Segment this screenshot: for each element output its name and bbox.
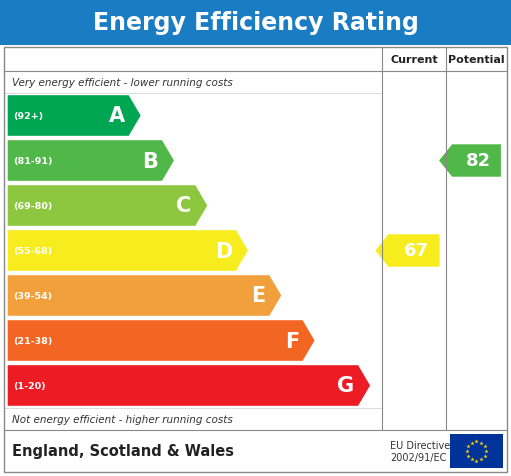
- Polygon shape: [7, 230, 249, 272]
- Text: (1-20): (1-20): [13, 381, 45, 390]
- Text: C: C: [176, 196, 192, 216]
- Polygon shape: [439, 145, 501, 178]
- Text: 82: 82: [466, 152, 491, 170]
- Text: Energy Efficiency Rating: Energy Efficiency Rating: [92, 11, 419, 35]
- Polygon shape: [7, 95, 142, 137]
- Text: (69-80): (69-80): [13, 201, 52, 210]
- Text: (39-54): (39-54): [13, 291, 52, 300]
- Bar: [0, 0, 511, 46]
- Bar: [4, 48, 507, 472]
- Text: Current: Current: [390, 55, 438, 65]
- Text: (21-38): (21-38): [13, 336, 52, 345]
- Text: D: D: [215, 241, 233, 261]
- Polygon shape: [7, 320, 315, 362]
- Text: F: F: [285, 331, 299, 351]
- Polygon shape: [7, 140, 175, 182]
- Polygon shape: [7, 365, 371, 407]
- Text: Very energy efficient - lower running costs: Very energy efficient - lower running co…: [12, 78, 233, 88]
- Text: Potential: Potential: [448, 55, 505, 65]
- Text: A: A: [109, 106, 125, 126]
- Text: (92+): (92+): [13, 112, 43, 121]
- Bar: [450, 434, 503, 468]
- Text: 2002/91/EC: 2002/91/EC: [390, 452, 447, 462]
- Text: B: B: [143, 151, 158, 171]
- Text: England, Scotland & Wales: England, Scotland & Wales: [12, 444, 234, 458]
- Text: G: G: [337, 376, 355, 396]
- Text: (55-68): (55-68): [13, 247, 52, 256]
- Text: EU Directive: EU Directive: [390, 440, 450, 450]
- Text: Not energy efficient - higher running costs: Not energy efficient - higher running co…: [12, 414, 233, 424]
- Text: E: E: [251, 286, 266, 306]
- Polygon shape: [376, 235, 439, 267]
- Text: (81-91): (81-91): [13, 157, 53, 166]
- Text: 67: 67: [404, 242, 429, 260]
- Polygon shape: [7, 185, 208, 227]
- Polygon shape: [7, 275, 282, 317]
